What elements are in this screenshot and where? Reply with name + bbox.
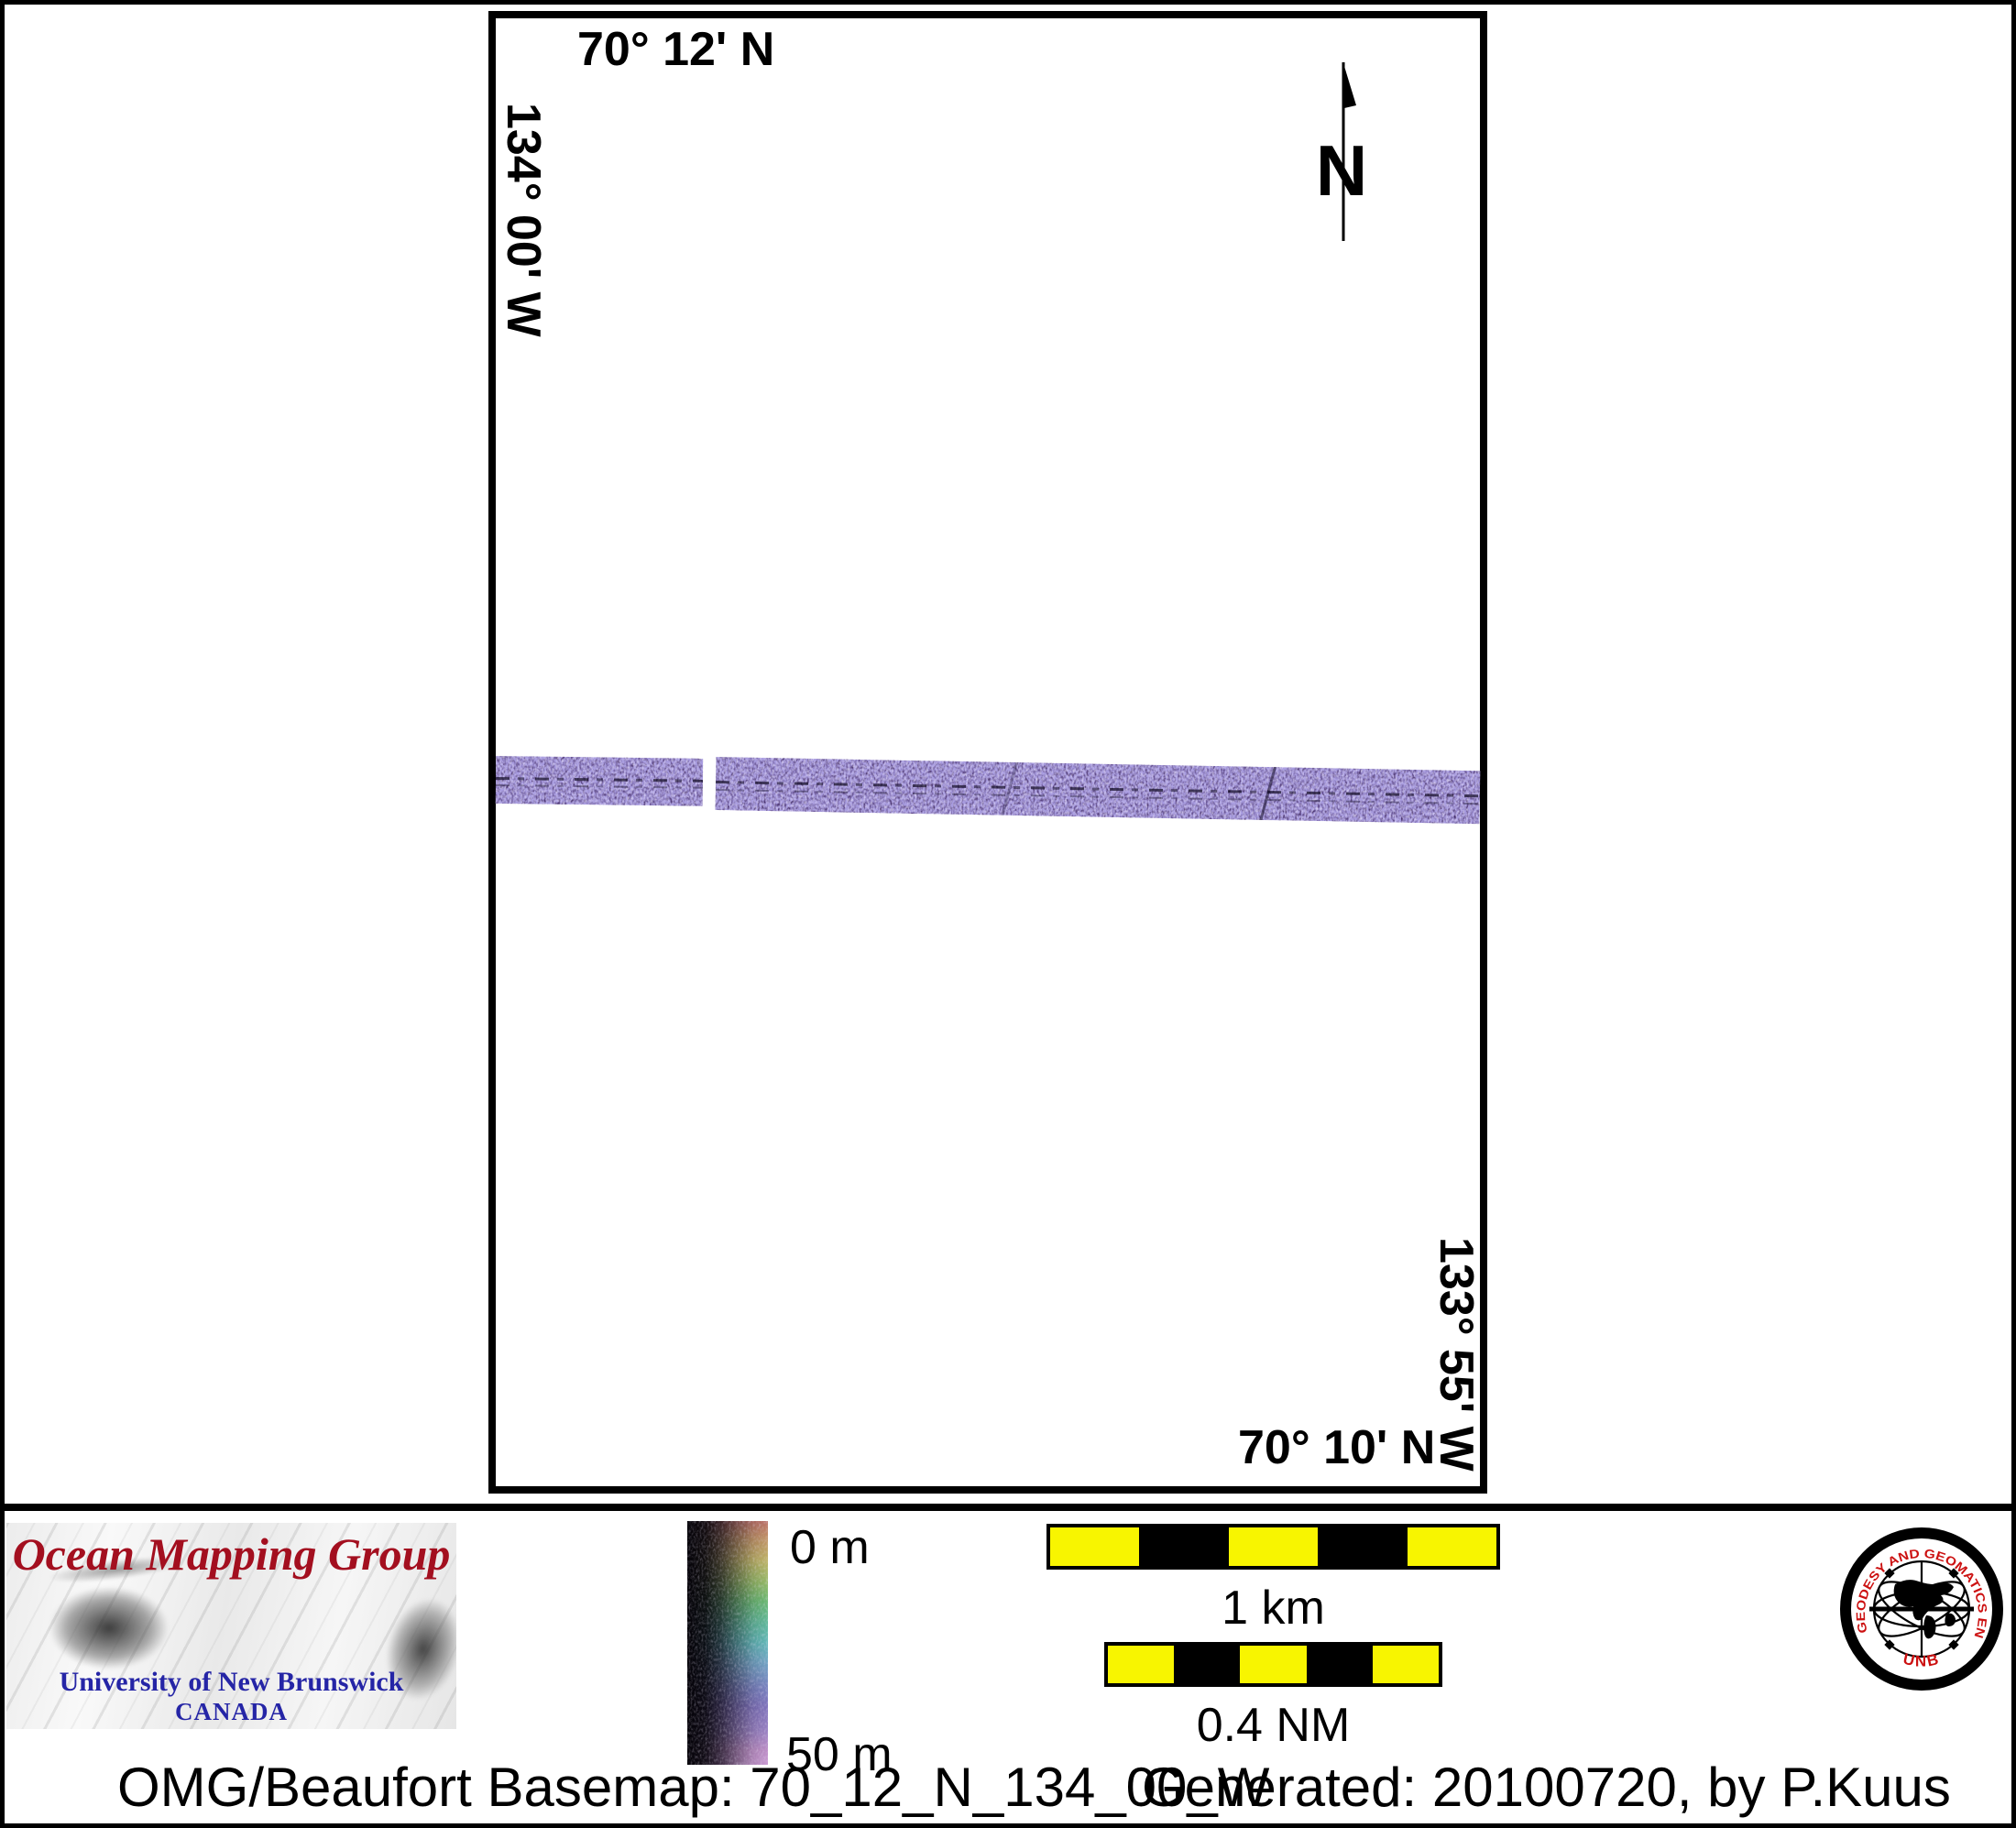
omg-logo-title: Ocean Mapping Group: [12, 1528, 451, 1580]
scalebar-segment: [1139, 1527, 1229, 1566]
omg-logo-country: CANADA: [175, 1698, 288, 1725]
scalebar-segment: [1174, 1646, 1241, 1683]
scalebar-nm-label: 0.4 NM: [1196, 1699, 1351, 1752]
caption-generated: Generated: 20100720, by P.Kuus: [1142, 1757, 1951, 1818]
svg-text:UNB: UNB: [1901, 1650, 1942, 1670]
omg-logo-university: University of New Brunswick: [59, 1667, 404, 1697]
scalebar-km: [1046, 1524, 1500, 1570]
depth-scale-bottom-label: 50 m: [786, 1728, 893, 1781]
bathymetry-swath-segment-left: [495, 756, 704, 806]
omg-logo: Ocean Mapping Group University of New Br…: [6, 1523, 456, 1729]
colorbar-grain: [687, 1521, 768, 1765]
scalebar-segment: [1372, 1646, 1440, 1683]
unb-seal-icon: GEODESY AND GEOMATICS ENGINEERING UNB: [1835, 1522, 2003, 1691]
scalebar-km-label: 1 km: [1222, 1582, 1325, 1635]
scalebar-segment: [1318, 1527, 1408, 1566]
scalebar-segment: [1240, 1646, 1307, 1683]
swath-texture: [495, 756, 704, 806]
longitude-label-left: 134° 00' W: [497, 103, 551, 337]
map-frame: 70° 12' N 134° 00' W 133° 55' W 70° 10' …: [488, 11, 1487, 1494]
caption-basemap: OMG/Beaufort Basemap: 70_12_N_134_00_W: [117, 1757, 1270, 1818]
latitude-label-top: 70° 12' N: [577, 23, 775, 76]
north-arrow-icon: N: [1316, 62, 1367, 241]
scalebar-segment: [1050, 1527, 1140, 1566]
depth-colorbar: [687, 1521, 768, 1765]
longitude-label-right: 133° 55' W: [1430, 1237, 1484, 1472]
scalebar-segment: [1228, 1527, 1319, 1566]
scalebar-nm: [1104, 1642, 1442, 1687]
scalebar-segment: [1407, 1527, 1497, 1566]
depth-scale-top-label: 0 m: [790, 1521, 870, 1574]
scalebar-segment: [1306, 1646, 1373, 1683]
bathymetry-swath-segment-right: [715, 757, 1481, 825]
latitude-label-bottom: 70° 10' N: [1238, 1421, 1436, 1474]
svg-text:N: N: [1316, 130, 1367, 211]
footer-panel: Ocean Mapping Group University of New Br…: [0, 1504, 2016, 1828]
scalebar-segment: [1108, 1646, 1175, 1683]
sonar-shadow-left: [32, 1567, 192, 1700]
swath-texture: [715, 757, 1481, 825]
